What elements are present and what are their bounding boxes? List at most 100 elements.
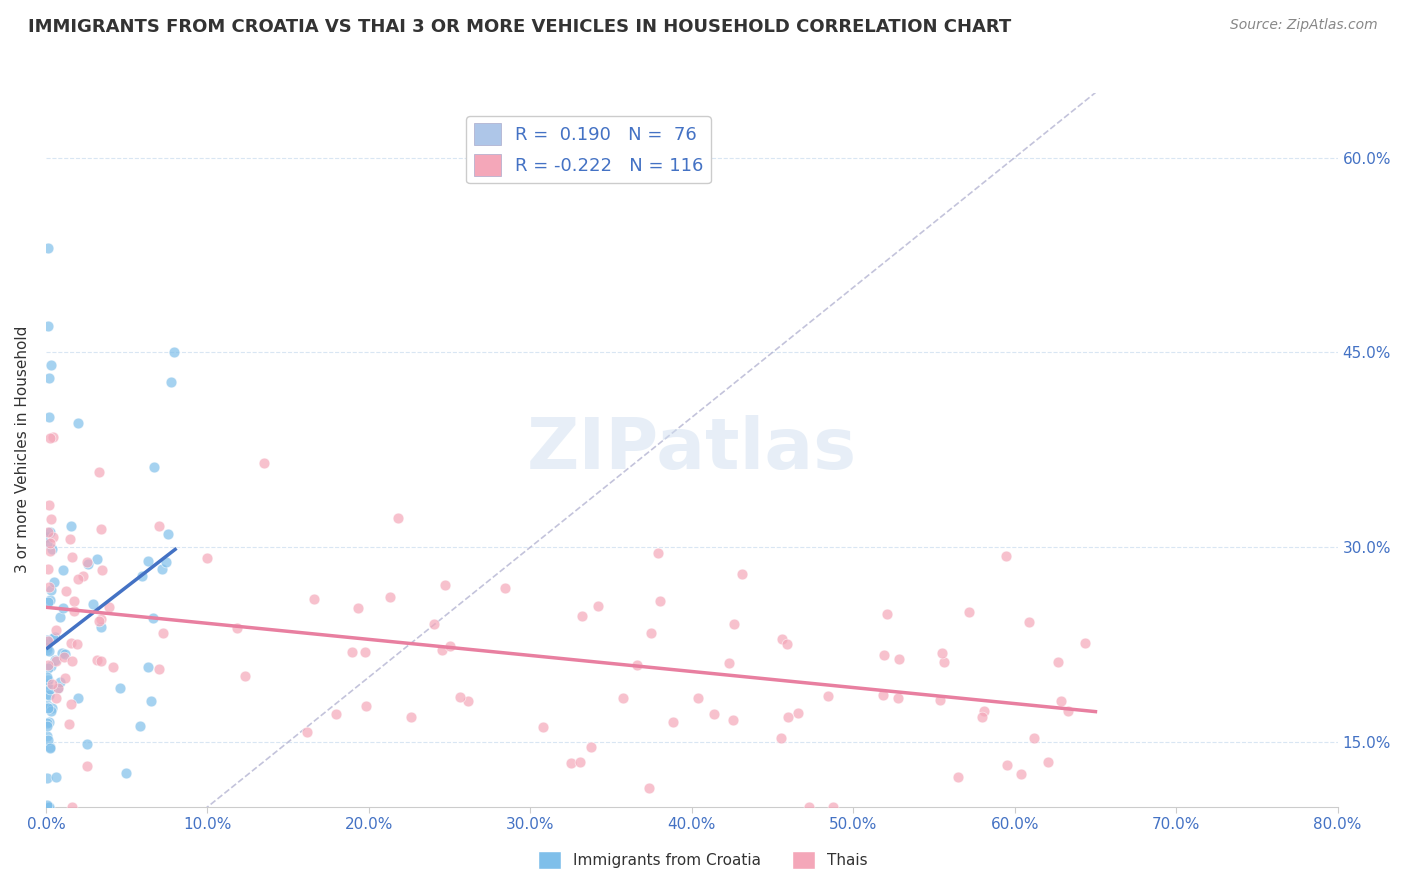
Thais xyxy=(560,756,582,770)
Immigrants from Croatia xyxy=(38,714,60,729)
Thais xyxy=(640,626,662,640)
Immigrants from Croatia xyxy=(90,619,112,633)
Immigrants from Croatia xyxy=(39,593,62,607)
Immigrants from Croatia xyxy=(162,345,184,359)
Immigrants from Croatia xyxy=(37,319,59,334)
Legend: R =  0.190   N =  76, R = -0.222   N = 116: R = 0.190 N = 76, R = -0.222 N = 116 xyxy=(467,116,710,184)
Thais xyxy=(887,691,910,706)
Immigrants from Croatia xyxy=(39,740,62,755)
Thais xyxy=(302,592,325,607)
Immigrants from Croatia xyxy=(37,798,59,813)
Immigrants from Croatia xyxy=(53,647,76,661)
Thais xyxy=(817,689,839,703)
Immigrants from Croatia xyxy=(136,554,159,568)
Immigrants from Croatia xyxy=(38,410,60,425)
Immigrants from Croatia xyxy=(77,558,100,572)
Immigrants from Croatia xyxy=(39,583,62,598)
Immigrants from Croatia xyxy=(142,611,165,625)
Immigrants from Croatia xyxy=(155,555,177,569)
Thais xyxy=(148,663,170,677)
Thais xyxy=(730,567,752,582)
Thais xyxy=(1050,694,1073,708)
Thais xyxy=(45,654,67,668)
Thais xyxy=(37,562,59,576)
Thais xyxy=(378,590,401,604)
Thais xyxy=(253,456,276,470)
Thais xyxy=(430,643,453,657)
Thais xyxy=(1018,615,1040,629)
Thais xyxy=(626,658,648,673)
Immigrants from Croatia xyxy=(35,698,58,712)
Thais xyxy=(889,652,911,666)
Thais xyxy=(1046,655,1069,669)
Thais xyxy=(60,800,83,814)
Immigrants from Croatia xyxy=(35,700,58,714)
Thais xyxy=(60,549,83,564)
Immigrants from Croatia xyxy=(37,673,59,687)
Immigrants from Croatia xyxy=(37,729,59,743)
Immigrants from Croatia xyxy=(82,597,104,611)
Thais xyxy=(86,653,108,667)
Thais xyxy=(873,648,896,662)
Immigrants from Croatia xyxy=(45,770,67,784)
Thais xyxy=(970,709,993,723)
Immigrants from Croatia xyxy=(35,640,58,655)
Immigrants from Croatia xyxy=(37,733,59,747)
Thais xyxy=(387,511,409,525)
Immigrants from Croatia xyxy=(37,242,59,256)
Thais xyxy=(63,604,86,618)
Thais xyxy=(41,676,63,690)
Thais xyxy=(932,655,955,669)
Immigrants from Croatia xyxy=(35,771,58,785)
Thais xyxy=(148,519,170,533)
Thais xyxy=(90,563,112,577)
Thais xyxy=(60,654,83,668)
Immigrants from Croatia xyxy=(51,646,73,660)
Thais xyxy=(42,430,65,444)
Thais xyxy=(931,646,953,660)
Thais xyxy=(1036,755,1059,769)
Immigrants from Croatia xyxy=(35,535,58,549)
Immigrants from Croatia xyxy=(49,610,72,624)
Thais xyxy=(38,543,60,558)
Immigrants from Croatia xyxy=(76,737,98,751)
Thais xyxy=(37,634,59,648)
Thais xyxy=(46,681,69,696)
Thais xyxy=(39,536,62,550)
Thais xyxy=(72,569,94,583)
Thais xyxy=(297,724,319,739)
Thais xyxy=(356,699,378,714)
Immigrants from Croatia xyxy=(141,694,163,708)
Immigrants from Croatia xyxy=(35,670,58,684)
Thais xyxy=(997,757,1019,772)
Thais xyxy=(347,601,370,615)
Thais xyxy=(226,621,249,635)
Legend: Immigrants from Croatia, Thais: Immigrants from Croatia, Thais xyxy=(531,845,875,875)
Immigrants from Croatia xyxy=(52,600,75,615)
Immigrants from Croatia xyxy=(44,653,66,667)
Thais xyxy=(787,706,810,721)
Immigrants from Croatia xyxy=(152,562,174,576)
Immigrants from Croatia xyxy=(35,633,58,648)
Thais xyxy=(59,698,82,712)
Thais xyxy=(1056,704,1078,718)
Immigrants from Croatia xyxy=(39,658,62,673)
Thais xyxy=(60,636,83,650)
Y-axis label: 3 or more Vehicles in Household: 3 or more Vehicles in Household xyxy=(15,326,30,574)
Immigrants from Croatia xyxy=(143,459,166,474)
Immigrants from Croatia xyxy=(52,563,75,577)
Immigrants from Croatia xyxy=(38,740,60,755)
Thais xyxy=(946,770,969,784)
Immigrants from Croatia xyxy=(35,643,58,657)
Thais xyxy=(38,498,60,512)
Thais xyxy=(90,522,112,536)
Thais xyxy=(89,614,111,628)
Thais xyxy=(55,583,77,598)
Thais xyxy=(38,580,60,594)
Thais xyxy=(703,706,725,721)
Thais xyxy=(87,465,110,479)
Immigrants from Croatia xyxy=(46,681,69,695)
Thais xyxy=(37,524,59,539)
Immigrants from Croatia xyxy=(39,704,62,718)
Thais xyxy=(638,780,661,795)
